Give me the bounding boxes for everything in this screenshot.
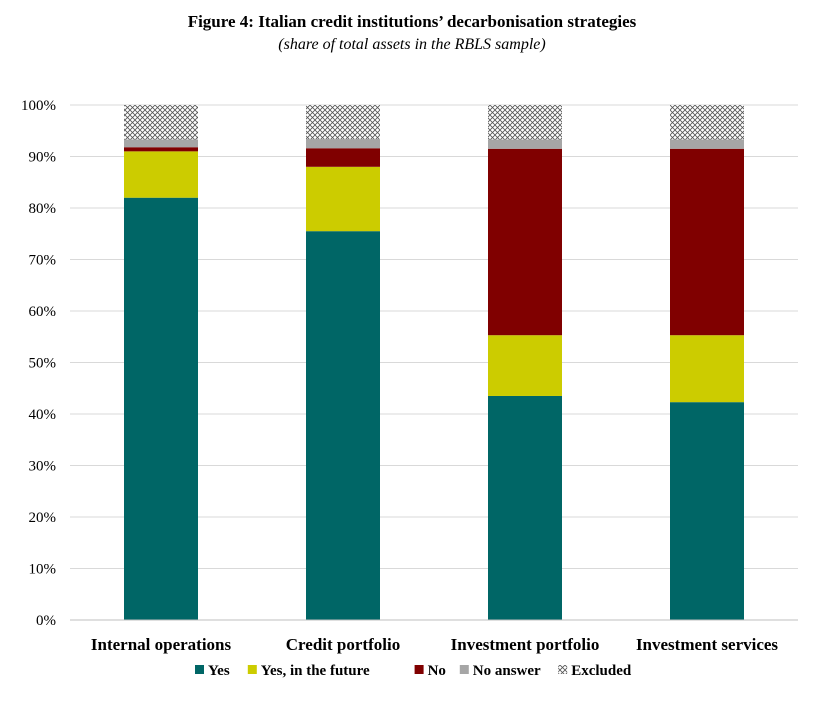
y-tick-label: 10% (29, 562, 57, 578)
y-tick-label: 40% (29, 407, 57, 423)
y-tick-label: 30% (29, 459, 57, 475)
chart-subtitle: (share of total assets in the RBLS sampl… (278, 36, 546, 53)
y-tick-label: 50% (29, 356, 57, 372)
x-category-label: Investment portfolio (451, 635, 600, 654)
legend-swatch (558, 665, 568, 674)
bar-segment-yes (488, 395, 562, 620)
bar-segment-yes-in-the-future (670, 335, 744, 403)
bar-segment-no (488, 148, 562, 336)
bar-segment-excluded (124, 105, 198, 140)
legend-label: No (428, 663, 446, 679)
bar-segment-no-answer (670, 139, 744, 149)
legend-label: No answer (473, 663, 541, 679)
bar-segment-no-answer (124, 139, 198, 148)
y-tick-label: 60% (29, 304, 57, 320)
legend-label: Yes, in the future (261, 663, 370, 679)
bar-segment-yes-in-the-future (124, 151, 198, 198)
legend-swatch (195, 665, 204, 674)
chart-title: Figure 4: Italian credit institutions’ d… (187, 12, 637, 31)
y-tick-label: 0% (36, 613, 56, 629)
y-tick-label: 100% (21, 98, 56, 114)
bar-segment-excluded (670, 105, 744, 140)
bar-segment-excluded (306, 105, 380, 139)
bar-segment-yes-in-the-future (488, 335, 562, 396)
legend-swatch (459, 665, 469, 674)
bar-segment-no (124, 147, 198, 152)
bar-segment-yes (670, 402, 744, 620)
bar-segment-yes (306, 231, 380, 621)
x-category-label: Internal operations (91, 635, 232, 654)
bar-segment-yes (124, 197, 198, 620)
bar-segment-no-answer (488, 139, 562, 149)
x-category-label: Credit portfolio (286, 635, 400, 654)
bar-segment-no (306, 148, 380, 167)
legend-label: Yes (208, 663, 230, 679)
legend-label: Excluded (571, 663, 632, 679)
bar-segment-excluded (488, 105, 562, 140)
x-category-label: Investment services (636, 635, 778, 654)
y-tick-label: 70% (29, 253, 57, 269)
y-tick-label: 20% (29, 510, 57, 526)
y-tick-label: 90% (29, 150, 57, 166)
bar-segment-no (670, 148, 744, 336)
legend-swatch (414, 665, 424, 674)
bar-segment-yes-in-the-future (306, 166, 380, 232)
legend-swatch (247, 665, 257, 674)
bar-segment-no-answer (306, 138, 380, 149)
y-tick-label: 80% (29, 201, 57, 217)
